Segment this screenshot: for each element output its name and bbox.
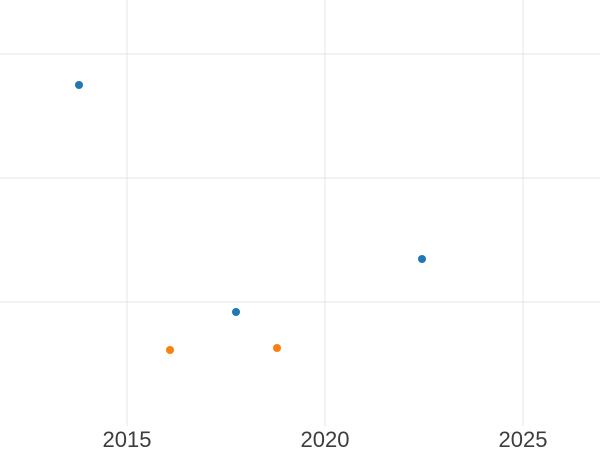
scatter-point-blue <box>75 81 83 89</box>
x-tick-label: 2015 <box>103 427 152 450</box>
x-tick-label: 2020 <box>301 427 350 450</box>
scatter-point-orange <box>273 344 281 352</box>
scatter-point-blue <box>418 255 426 263</box>
x-tick-label: 2025 <box>499 427 548 450</box>
scatter-point-orange <box>166 346 174 354</box>
scatter-point-blue <box>232 308 240 316</box>
